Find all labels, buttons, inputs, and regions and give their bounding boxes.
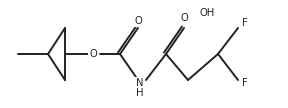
Text: F: F (242, 78, 248, 88)
Text: N: N (136, 78, 144, 88)
Text: F: F (242, 18, 248, 28)
Text: OH: OH (200, 8, 215, 18)
Text: O: O (180, 13, 188, 23)
Text: H: H (136, 88, 144, 98)
Text: O: O (134, 16, 142, 26)
Text: O: O (89, 49, 97, 59)
